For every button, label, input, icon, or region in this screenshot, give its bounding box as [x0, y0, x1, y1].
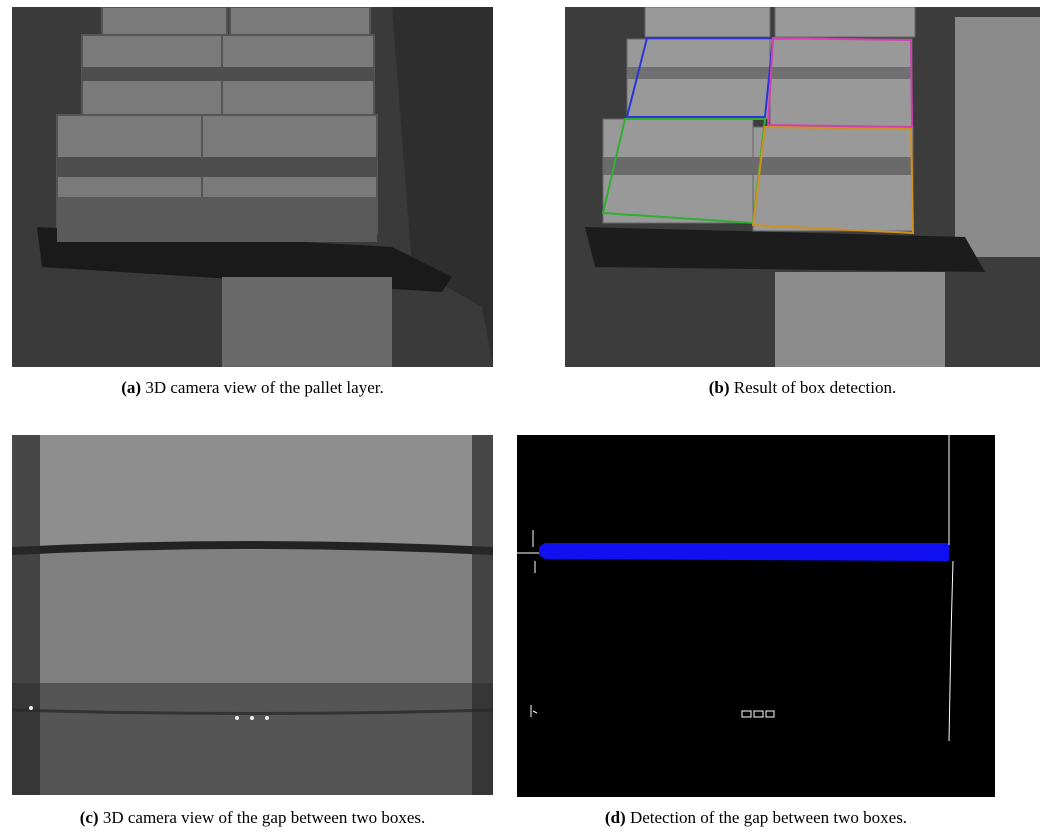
panel-label: (d) [605, 808, 626, 827]
caption-text: Detection of the gap between two boxes. [630, 808, 907, 827]
panel-label: (a) [121, 378, 141, 397]
caption-text: 3D camera view of the gap between two bo… [103, 808, 425, 827]
image-a [12, 7, 493, 367]
image-b [565, 7, 1040, 367]
caption-text: 3D camera view of the pallet layer. [145, 378, 383, 397]
image-d [517, 435, 995, 797]
image-c [12, 435, 493, 795]
caption-text: Result of box detection. [734, 378, 896, 397]
page: (a) 3D camera view of the pallet layer. … [0, 0, 1048, 836]
caption-b: (b) Result of box detection. [565, 378, 1040, 398]
panel-label: (b) [709, 378, 730, 397]
caption-c: (c) 3D camera view of the gap between tw… [0, 808, 505, 828]
caption-d: (d) Detection of the gap between two box… [517, 808, 995, 828]
panel-label: (c) [80, 808, 99, 827]
caption-a: (a) 3D camera view of the pallet layer. [12, 378, 493, 398]
